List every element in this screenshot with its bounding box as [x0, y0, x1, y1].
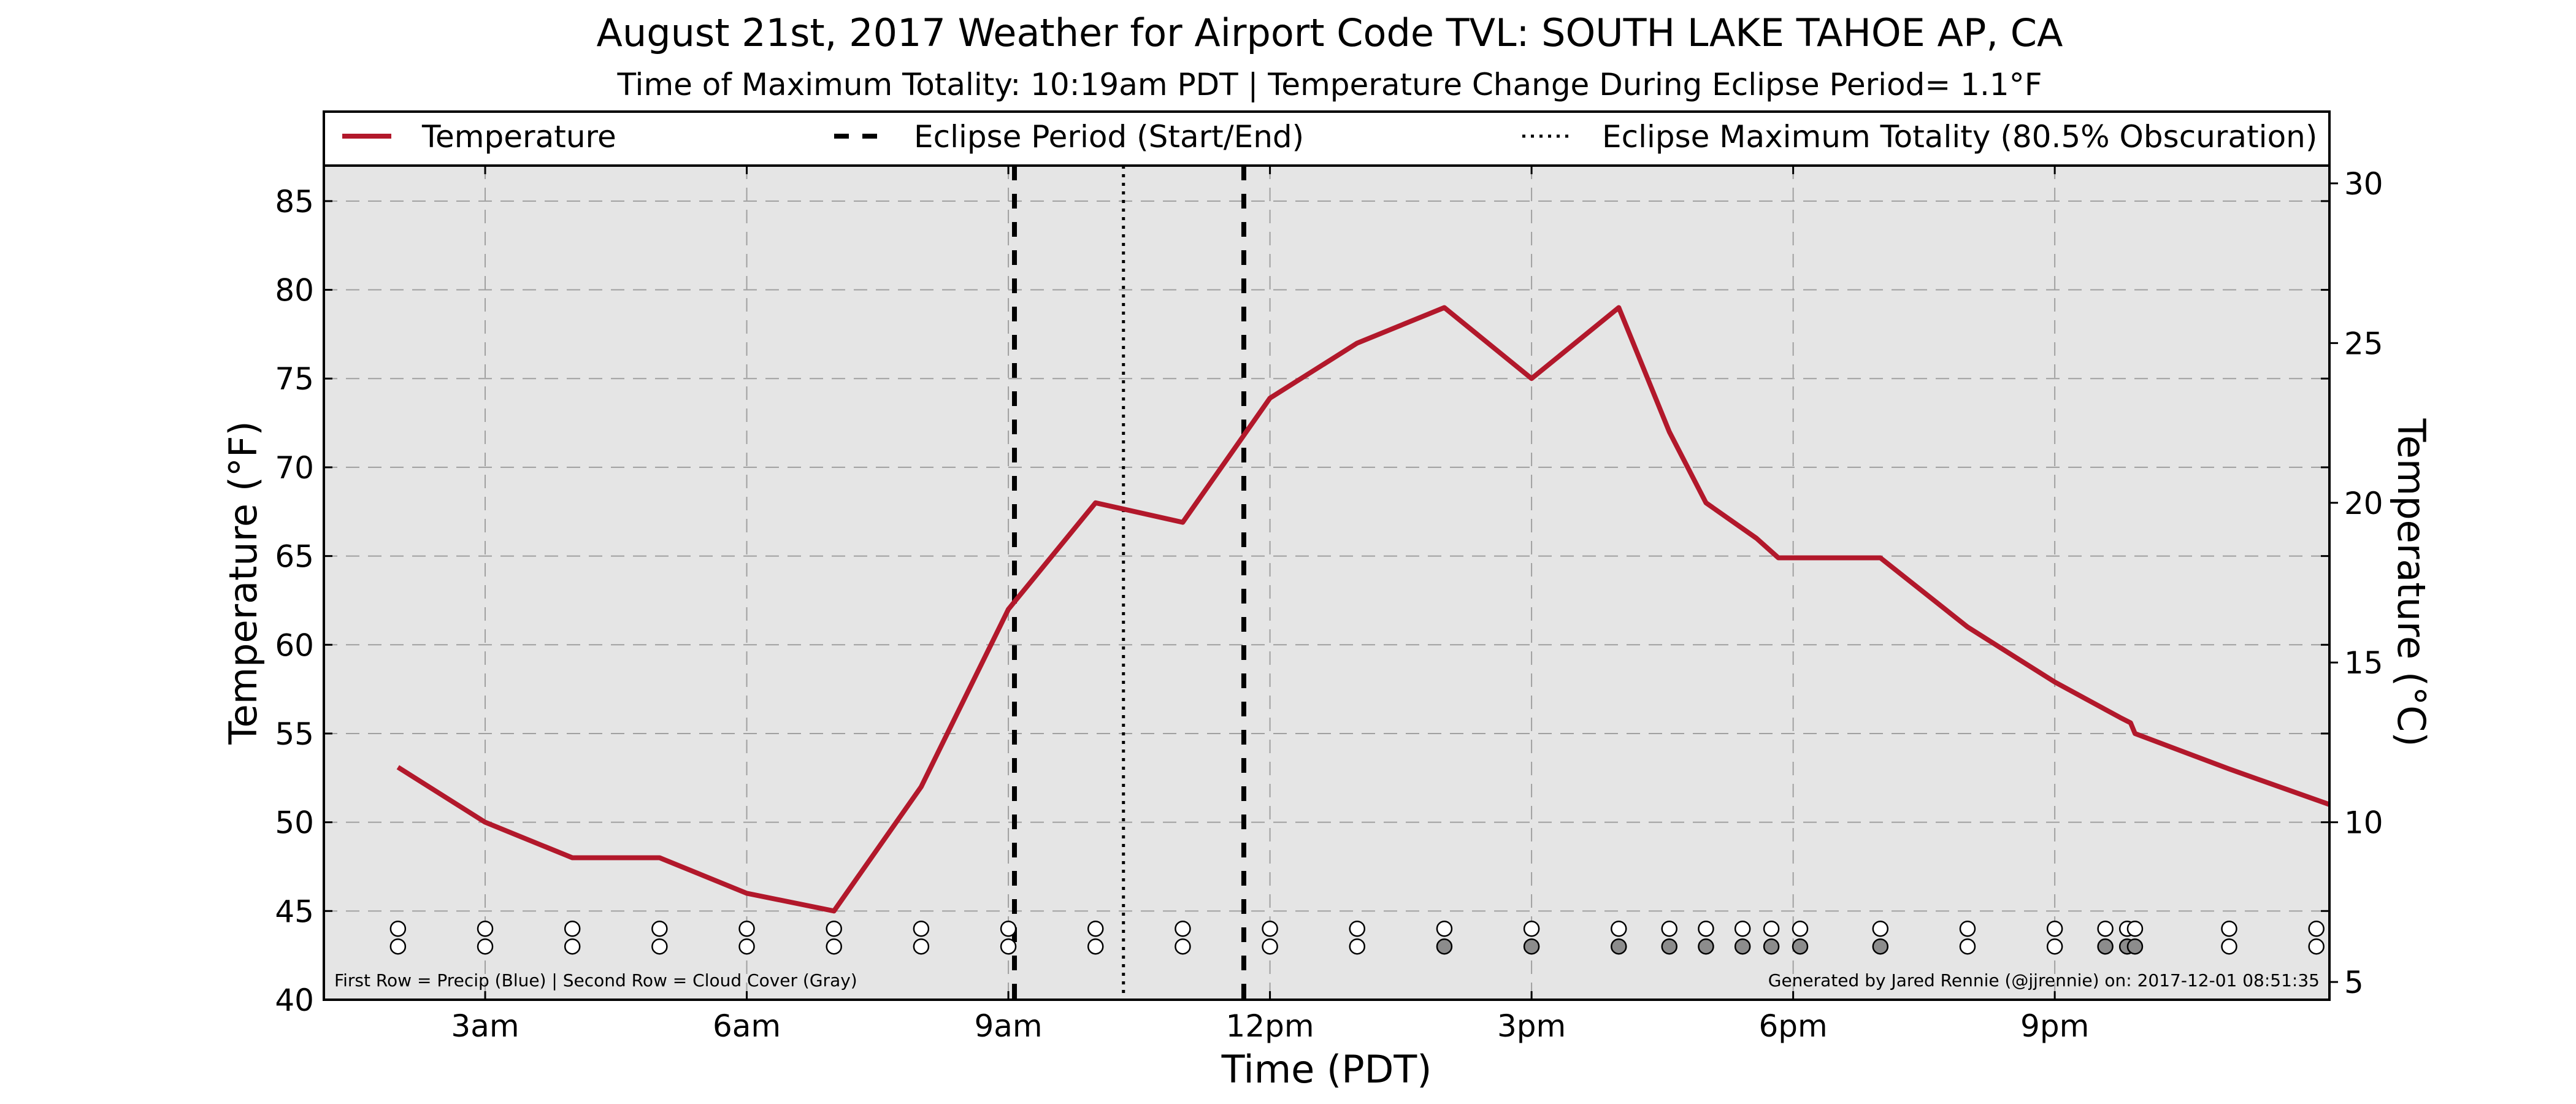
precip-marker	[2126, 921, 2144, 937]
precip-marker	[1792, 921, 1809, 937]
y-tick-label-left: 85	[275, 184, 314, 220]
y-axis-label-right: Temperature (°C)	[2389, 418, 2434, 746]
y-tick-label-right: 15	[2344, 645, 2383, 681]
precip-marker	[1763, 921, 1780, 937]
footer-note-left: First Row = Precip (Blue) | Second Row =…	[334, 970, 857, 991]
cloud-cover-marker	[1734, 938, 1751, 955]
y-tick-label-left: 50	[275, 805, 314, 841]
footer-note-right: Generated by Jared Rennie (@jjrennie) on…	[1768, 970, 2320, 991]
y-tick-label-left: 55	[275, 716, 314, 752]
cloud-cover-marker	[2046, 938, 2063, 955]
chart-title: August 21st, 2017 Weather for Airport Co…	[597, 10, 2063, 55]
precip-marker	[1611, 921, 1627, 937]
y-tick-label-right: 25	[2344, 326, 2383, 361]
y-axis-label-left: Temperature (°F)	[221, 421, 266, 745]
cloud-cover-marker	[1698, 938, 1714, 955]
y-tick-label-left: 75	[275, 361, 314, 397]
x-tick-label: 12pm	[1226, 1008, 1314, 1044]
precip-marker	[1000, 921, 1017, 937]
precip-marker	[1698, 921, 1714, 937]
cloud-cover-marker	[1262, 938, 1278, 955]
legend-label-temperature: Temperature	[421, 119, 616, 155]
precip-marker	[1087, 921, 1104, 937]
cloud-cover-marker	[1087, 938, 1104, 955]
y-tick-label-right: 30	[2344, 166, 2383, 202]
y-tick-label-right: 20	[2344, 486, 2383, 521]
cloud-cover-marker	[1175, 938, 1191, 955]
right-y-axis: 5 10 15 20 25 30	[2329, 166, 2383, 1000]
precip-marker	[2308, 921, 2325, 937]
x-tick-label: 9am	[974, 1008, 1042, 1044]
x-tick-label: 6pm	[1758, 1008, 1827, 1044]
precip-marker	[2046, 921, 2063, 937]
x-axis: 3am 6am 9am 12pm 3pm 6pm 9pm	[451, 166, 2089, 1044]
y-tick-label-left: 80	[275, 273, 314, 309]
cloud-cover-marker	[2308, 938, 2325, 955]
precip-marker	[826, 921, 842, 937]
cloud-cover-marker	[1763, 938, 1780, 955]
legend: Temperature Eclipse Period (Start/End) E…	[323, 110, 2331, 167]
legend-label-eclipse-max: Eclipse Maximum Totality (80.5% Obscurat…	[1602, 119, 2317, 155]
y-tick-label-left: 45	[275, 894, 314, 929]
cloud-cover-marker	[651, 938, 668, 955]
y-tick-label-left: 60	[275, 627, 314, 663]
chart-subtitle: Time of Maximum Totality: 10:19am PDT | …	[617, 67, 2042, 102]
precip-marker	[1661, 921, 1677, 937]
left-y-axis: 40 45 50 55 60 65 70 75 80 85	[275, 184, 2329, 1018]
precip-marker	[1262, 921, 1278, 937]
cloud-cover-marker	[1959, 938, 1976, 955]
precip-marker	[564, 921, 581, 937]
cloud-cover-marker	[2221, 938, 2237, 955]
precip-marker	[1523, 921, 1540, 937]
cloud-cover-marker	[1523, 938, 1540, 955]
precip-marker	[2221, 921, 2237, 937]
precip-marker	[913, 921, 930, 937]
precip-marker	[1349, 921, 1366, 937]
cloud-cover-marker	[1792, 938, 1809, 955]
temperature-line	[396, 305, 2331, 914]
y-tick-label-left: 65	[275, 539, 314, 575]
cloud-cover-marker	[2097, 938, 2114, 955]
cloud-cover-marker	[1661, 938, 1677, 955]
x-axis-label: Time (PDT)	[1221, 1047, 1432, 1092]
eclipse-lines	[1012, 166, 1246, 1000]
precip-marker	[2097, 921, 2114, 937]
cloud-cover-marker	[738, 938, 755, 955]
plot-area	[324, 166, 2329, 1000]
cloud-cover-marker	[1349, 938, 1366, 955]
x-tick-label: 9pm	[2020, 1008, 2089, 1044]
cloud-cover-marker	[1611, 938, 1627, 955]
precip-marker	[1734, 921, 1751, 937]
cloud-cover-marker	[913, 938, 930, 955]
y-tick-label-left: 40	[275, 983, 314, 1018]
y-tick-label-right: 10	[2344, 805, 2383, 841]
grid-lines	[324, 166, 2329, 1000]
legend-box	[323, 110, 2331, 167]
cloud-cover-marker	[1872, 938, 1889, 955]
cloud-cover-marker	[564, 938, 581, 955]
precip-marker	[1959, 921, 1976, 937]
x-tick-label: 6am	[713, 1008, 781, 1044]
y-tick-label-left: 70	[275, 450, 314, 486]
cloud-cover-marker	[389, 938, 407, 955]
precip-marker	[1175, 921, 1191, 937]
cloud-cover-marker	[826, 938, 842, 955]
precip-marker	[738, 921, 755, 937]
legend-label-eclipse-period: Eclipse Period (Start/End)	[914, 119, 1304, 155]
cloud-cover-marker	[1000, 938, 1017, 955]
precip-marker	[389, 921, 407, 937]
cloud-cover-marker	[2126, 938, 2144, 955]
precip-marker	[477, 921, 494, 937]
x-tick-label: 3pm	[1497, 1008, 1566, 1044]
cloud-cover-marker	[1436, 938, 1453, 955]
precip-marker	[1436, 921, 1453, 937]
cloud-cover-marker	[477, 938, 494, 955]
y-tick-label-right: 5	[2344, 965, 2364, 1000]
precip-marker	[1872, 921, 1889, 937]
observation-markers	[389, 921, 2325, 955]
x-tick-label: 3am	[451, 1008, 519, 1044]
precip-marker	[651, 921, 668, 937]
